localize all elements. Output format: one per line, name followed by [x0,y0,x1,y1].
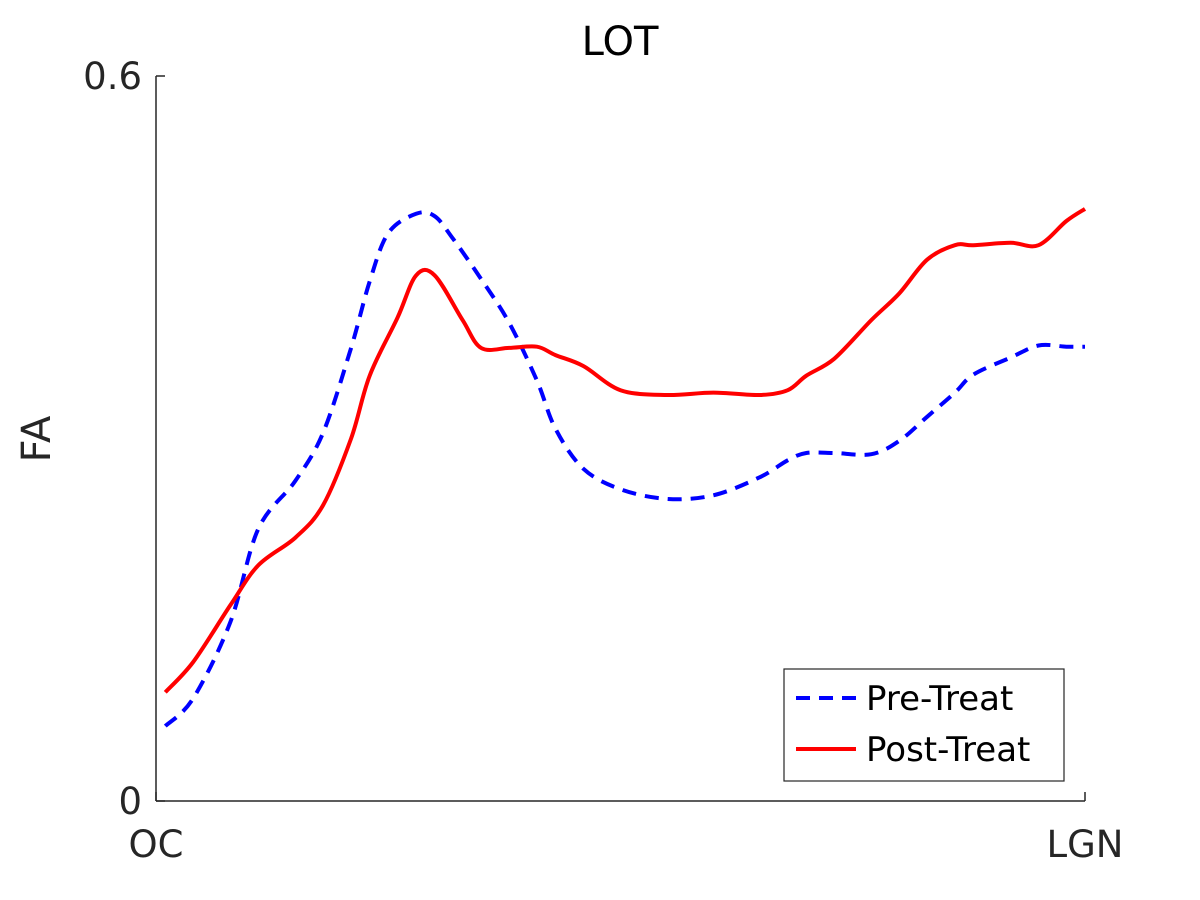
y-tick-label: 0 [118,780,142,823]
series-line-post-treat [163,207,1087,694]
legend: Pre-Treat Post-Treat [783,668,1065,782]
legend-label-post-treat: Post-Treat [866,730,1030,770]
y-axis-label: FA [14,415,60,462]
x-tick-label: OC [129,823,184,866]
chart-title: LOT [582,19,659,65]
series-line-pre-treat [163,210,1086,728]
ticks: 0 0.6 OC LGN [83,55,1123,866]
axes [155,76,1085,802]
y-tick-label: 0.6 [83,55,142,98]
x-tick-label: LGN [1047,823,1124,866]
series-layer [163,207,1087,728]
legend-label-pre-treat: Pre-Treat [866,679,1013,719]
legend-box [783,668,1065,782]
